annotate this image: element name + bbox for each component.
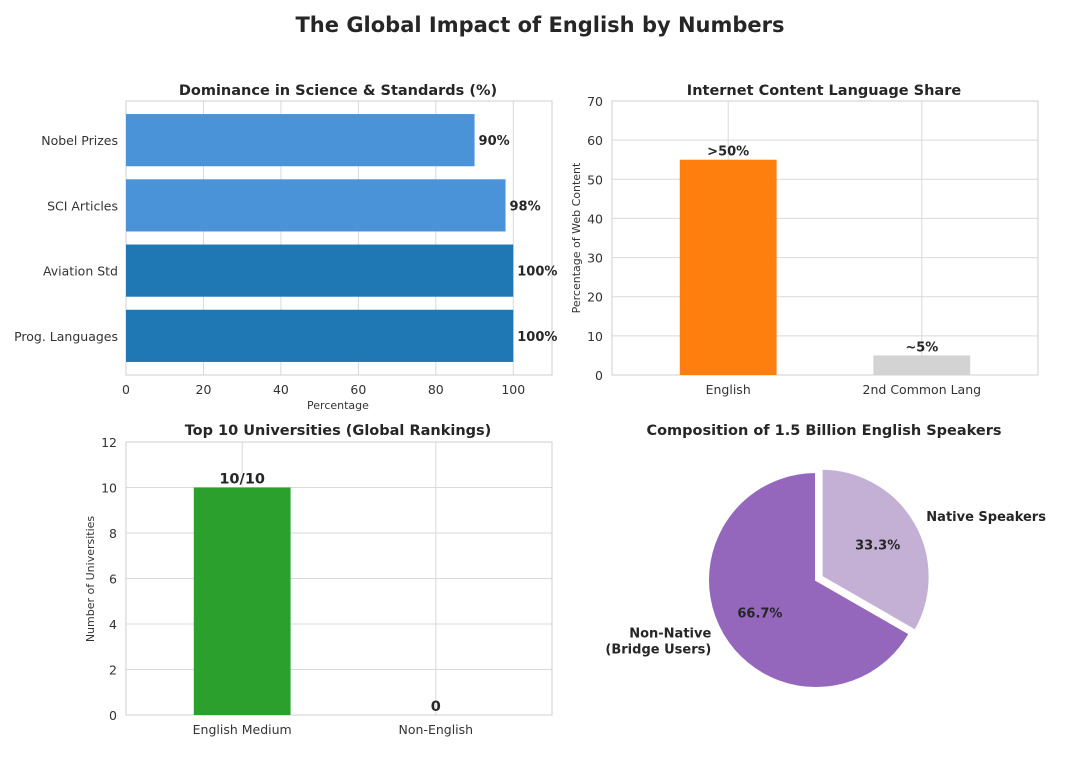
internet-y-tick-label: 70	[587, 94, 603, 109]
universities-chart: Top 10 Universities (Global Rankings) Nu…	[84, 423, 553, 737]
pie-slice-non-native	[707, 470, 912, 689]
science-x-axis-label: Percentage	[307, 399, 369, 412]
science-x-tick-label: 100	[501, 382, 525, 397]
internet-x-tick-label: English	[706, 382, 751, 397]
internet-y-tick-label: 0	[595, 368, 603, 383]
internet-plot-frame	[611, 100, 1039, 376]
internet-x-tick-label: 2nd Common Lang	[863, 382, 982, 397]
pie-label-non-native: Non-Native (Bridge Users)	[605, 627, 711, 658]
internet-y-tick-label: 20	[587, 290, 603, 305]
universities-y-tick-label: 10	[101, 481, 117, 496]
universities-y-tick-label: 4	[109, 617, 117, 632]
science-x-tick-label: 40	[273, 382, 289, 397]
universities-plot-frame	[125, 441, 553, 716]
bar-sci-articles	[126, 179, 506, 232]
universities-y-tick-label: 2	[109, 663, 117, 678]
speakers-pie-chart: Composition of 1.5 Billion English Speak…	[605, 423, 1046, 689]
data-label-nobel-prizes: 90%	[479, 134, 510, 149]
bar-english-medium	[193, 487, 291, 715]
universities-y-tick-label: 12	[101, 435, 117, 450]
data-label-sci-articles: 98%	[510, 199, 541, 214]
internet-y-tick-label: 30	[587, 251, 603, 266]
universities-y-tick-label: 0	[109, 708, 117, 723]
pie-slice-native-speakers	[820, 467, 931, 632]
internet-y-tick-label: 50	[587, 172, 603, 187]
science-y-tick-label: Nobel Prizes	[41, 133, 118, 148]
universities-y-tick-label: 8	[109, 526, 117, 541]
bar-english	[679, 159, 777, 375]
data-label-english-medium: 10/10	[219, 472, 265, 488]
figure-title: The Global Impact of English by Numbers	[295, 13, 784, 37]
bar-prog-languages	[126, 309, 514, 362]
science-x-tick-label: 0	[122, 382, 130, 397]
internet-y-tick-label: 60	[587, 133, 603, 148]
science-chart-title: Dominance in Science & Standards (%)	[179, 83, 497, 99]
speakers-chart-title: Composition of 1.5 Billion English Speak…	[646, 423, 1001, 439]
data-label-non-english: 0	[431, 699, 441, 715]
internet-y-axis-label: Percentage of Web Content	[570, 162, 583, 313]
science-x-tick-label: 20	[196, 382, 212, 397]
bar-nobel-prizes	[126, 114, 475, 167]
data-label-aviation-std: 100%	[517, 265, 557, 280]
internet-y-tick-label: 40	[587, 211, 603, 226]
science-y-tick-label: Aviation Std	[43, 264, 118, 279]
bar-aviation-std	[126, 244, 514, 297]
science-x-tick-label: 60	[350, 382, 366, 397]
science-x-tick-label: 80	[428, 382, 444, 397]
science-y-tick-label: SCI Articles	[47, 198, 118, 213]
internet-y-tick-label: 10	[587, 329, 603, 344]
data-label-prog-languages: 100%	[517, 330, 557, 345]
internet-share-chart: Internet Content Language Share Percenta…	[570, 83, 1039, 397]
data-label-english: >50%	[707, 145, 749, 160]
science-standards-chart: Dominance in Science & Standards (%) Per…	[14, 83, 557, 412]
universities-x-tick-label: Non-English	[399, 722, 474, 737]
universities-x-tick-label: English Medium	[193, 722, 292, 737]
pie-label-native-speakers: Native Speakers	[926, 510, 1046, 525]
science-plot-frame	[125, 100, 553, 376]
universities-y-axis-label: Number of Universities	[84, 516, 97, 643]
internet-chart-title: Internet Content Language Share	[687, 83, 962, 99]
universities-chart-title: Top 10 Universities (Global Rankings)	[185, 423, 492, 439]
pie-pct-non-native: 66.7%	[737, 606, 782, 621]
science-y-tick-label: Prog. Languages	[14, 329, 118, 344]
data-label-2nd-common-lang: ~5%	[905, 340, 938, 355]
bar-2nd-common-lang	[873, 355, 971, 375]
pie-pct-native-speakers: 33.3%	[855, 538, 900, 553]
universities-y-tick-label: 6	[109, 572, 117, 587]
